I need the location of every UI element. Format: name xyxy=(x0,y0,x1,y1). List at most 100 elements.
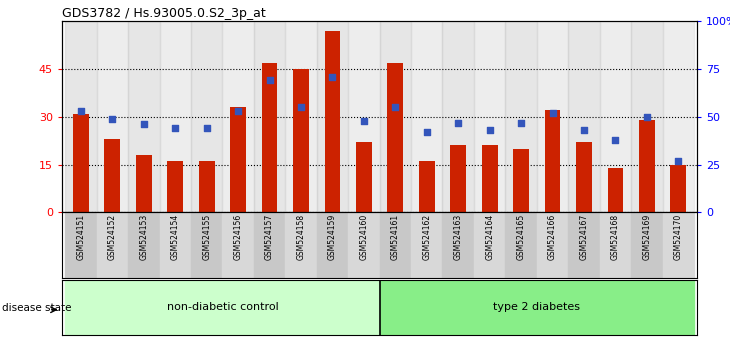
Bar xyxy=(160,21,191,212)
Point xyxy=(390,104,402,110)
Bar xyxy=(537,21,568,212)
Point xyxy=(610,137,621,143)
Bar xyxy=(639,120,655,212)
Point xyxy=(358,118,369,124)
Bar xyxy=(576,142,592,212)
Bar xyxy=(607,168,623,212)
Bar xyxy=(513,149,529,212)
Bar xyxy=(317,21,348,212)
Text: GSM524154: GSM524154 xyxy=(171,214,180,260)
Text: GSM524159: GSM524159 xyxy=(328,214,337,260)
Text: GSM524153: GSM524153 xyxy=(139,214,148,260)
Bar xyxy=(419,161,434,212)
Bar xyxy=(199,161,215,212)
Bar xyxy=(348,212,380,278)
Text: GSM524163: GSM524163 xyxy=(454,214,463,260)
Bar xyxy=(128,212,160,278)
Text: GSM524152: GSM524152 xyxy=(108,214,117,260)
Bar xyxy=(442,212,474,278)
Text: GSM524160: GSM524160 xyxy=(359,214,369,260)
Bar xyxy=(96,212,128,278)
Text: non-diabetic control: non-diabetic control xyxy=(166,302,278,312)
Point xyxy=(169,125,181,131)
Point xyxy=(232,108,244,114)
Text: GSM524161: GSM524161 xyxy=(391,214,400,260)
Point xyxy=(421,129,433,135)
Bar xyxy=(450,145,466,212)
Point xyxy=(264,78,275,83)
Point xyxy=(75,108,87,114)
Bar xyxy=(599,212,631,278)
Text: GSM524166: GSM524166 xyxy=(548,214,557,260)
Bar xyxy=(325,31,340,212)
Text: GSM524157: GSM524157 xyxy=(265,214,274,260)
Bar xyxy=(474,212,505,278)
Bar xyxy=(167,161,183,212)
Point xyxy=(201,125,212,131)
Point xyxy=(138,122,150,127)
Text: GSM524151: GSM524151 xyxy=(77,214,85,260)
Bar xyxy=(65,212,96,278)
Bar xyxy=(191,212,223,278)
Bar xyxy=(128,21,160,212)
Bar xyxy=(505,212,537,278)
Bar xyxy=(73,114,89,212)
Bar xyxy=(537,212,568,278)
Text: type 2 diabetes: type 2 diabetes xyxy=(493,302,580,312)
Bar xyxy=(254,21,285,212)
Bar xyxy=(285,21,317,212)
Point xyxy=(641,114,653,120)
Bar xyxy=(348,21,380,212)
Bar xyxy=(545,110,561,212)
Bar xyxy=(482,145,498,212)
Bar xyxy=(380,280,694,335)
Text: GSM524168: GSM524168 xyxy=(611,214,620,260)
Bar xyxy=(411,21,442,212)
Text: GSM524167: GSM524167 xyxy=(580,214,588,260)
Bar xyxy=(388,63,403,212)
Bar xyxy=(380,21,411,212)
Bar xyxy=(104,139,120,212)
Bar xyxy=(380,212,411,278)
Bar xyxy=(442,21,474,212)
Bar xyxy=(474,21,505,212)
Bar xyxy=(505,21,537,212)
Bar xyxy=(160,212,191,278)
Point xyxy=(547,110,558,116)
Bar xyxy=(356,142,372,212)
Point xyxy=(484,127,496,133)
Bar xyxy=(317,212,348,278)
Bar xyxy=(663,212,694,278)
Point xyxy=(453,120,464,125)
Text: GSM524155: GSM524155 xyxy=(202,214,211,260)
Bar xyxy=(65,21,96,212)
Bar xyxy=(663,21,694,212)
Bar xyxy=(230,107,246,212)
Bar xyxy=(285,212,317,278)
Bar xyxy=(631,21,663,212)
Point xyxy=(295,104,307,110)
Bar xyxy=(670,165,686,212)
Bar xyxy=(568,212,599,278)
Text: GSM524170: GSM524170 xyxy=(674,214,683,260)
Bar xyxy=(411,212,442,278)
Bar xyxy=(136,155,152,212)
Text: GSM524158: GSM524158 xyxy=(296,214,305,260)
Text: GSM524164: GSM524164 xyxy=(485,214,494,260)
Bar xyxy=(191,21,223,212)
Bar xyxy=(568,21,599,212)
Bar xyxy=(223,21,254,212)
Point xyxy=(326,74,338,80)
Bar xyxy=(631,212,663,278)
Point xyxy=(672,158,684,164)
Bar xyxy=(254,212,285,278)
Point xyxy=(578,127,590,133)
Bar xyxy=(293,69,309,212)
Bar xyxy=(65,280,380,335)
Text: GSM524156: GSM524156 xyxy=(234,214,242,260)
Text: GDS3782 / Hs.93005.0.S2_3p_at: GDS3782 / Hs.93005.0.S2_3p_at xyxy=(62,7,266,20)
Bar xyxy=(261,63,277,212)
Bar xyxy=(223,212,254,278)
Text: GSM524162: GSM524162 xyxy=(422,214,431,260)
Point xyxy=(107,116,118,121)
